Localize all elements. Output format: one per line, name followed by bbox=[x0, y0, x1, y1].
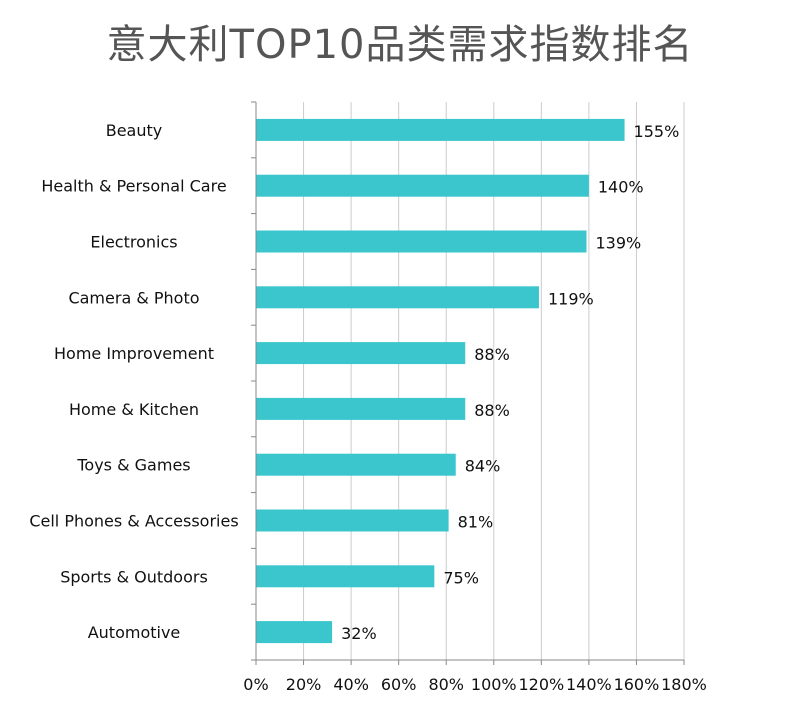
x-tick-label: 160% bbox=[614, 675, 660, 694]
labels: 0% 20% 40% 60% 80% 100% 120% 140% 160% 180%Beauty… bbox=[29, 121, 707, 694]
category-label: Electronics bbox=[90, 233, 177, 252]
category-label: Toys & Games bbox=[76, 456, 190, 475]
data-label: 155% bbox=[634, 122, 680, 141]
bar bbox=[256, 230, 587, 253]
axes bbox=[251, 101, 685, 665]
bars bbox=[256, 118, 625, 644]
bar bbox=[256, 397, 466, 420]
bar bbox=[256, 565, 435, 588]
data-label: 84% bbox=[465, 457, 501, 476]
category-label: Camera & Photo bbox=[68, 288, 199, 307]
data-label: 88% bbox=[474, 401, 510, 420]
x-tick-label: 80% bbox=[428, 675, 464, 694]
bar bbox=[256, 509, 449, 532]
x-tick-label: 140% bbox=[566, 675, 612, 694]
chart-title: 意大利TOP10品类需求指数排名 bbox=[106, 22, 694, 68]
data-label: 140% bbox=[598, 178, 644, 197]
category-label: Sports & Outdoors bbox=[60, 567, 208, 586]
x-tick-label: 100% bbox=[471, 675, 517, 694]
data-label: 119% bbox=[548, 289, 594, 308]
category-label: Cell Phones & Accessories bbox=[29, 512, 238, 531]
data-label: 88% bbox=[474, 345, 510, 364]
x-tick-label: 0% bbox=[243, 675, 268, 694]
category-label: Home & Kitchen bbox=[69, 400, 199, 419]
category-label: Health & Personal Care bbox=[41, 177, 226, 196]
bar bbox=[256, 174, 589, 197]
category-label: Home Improvement bbox=[54, 344, 214, 363]
bar bbox=[256, 118, 625, 141]
x-tick-label: 180% bbox=[661, 675, 707, 694]
bar bbox=[256, 621, 333, 644]
data-label: 32% bbox=[341, 624, 377, 643]
bar bbox=[256, 453, 456, 476]
category-label: Automotive bbox=[88, 623, 181, 642]
x-tick-label: 60% bbox=[381, 675, 417, 694]
bar bbox=[256, 286, 539, 309]
data-label: 81% bbox=[458, 513, 494, 532]
x-tick-label: 40% bbox=[333, 675, 369, 694]
x-tick-label: 20% bbox=[286, 675, 322, 694]
category-label: Beauty bbox=[106, 121, 163, 140]
bar bbox=[256, 342, 466, 365]
data-label: 139% bbox=[596, 234, 642, 253]
data-label: 75% bbox=[443, 568, 479, 587]
x-tick-label: 120% bbox=[518, 675, 564, 694]
